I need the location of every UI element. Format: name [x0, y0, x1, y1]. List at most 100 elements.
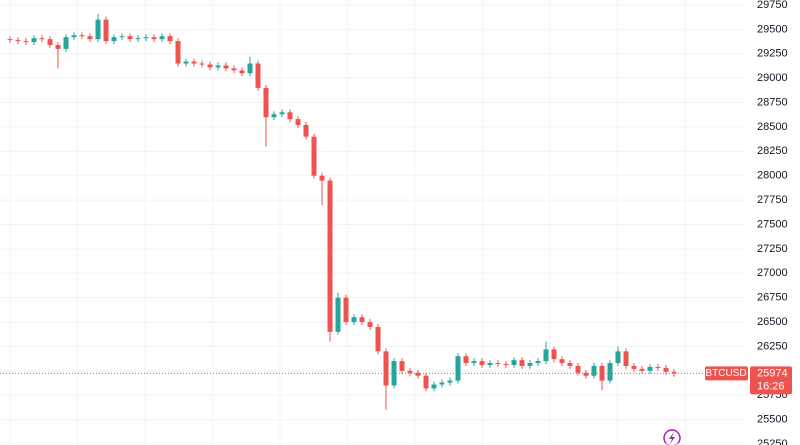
- y-tick-label: 26750: [757, 292, 788, 304]
- y-tick-label: 29500: [757, 23, 788, 35]
- y-tick-label: 25500: [757, 414, 788, 426]
- candle-body: [23, 41, 29, 43]
- candle-body: [455, 356, 461, 381]
- candle-body: [135, 38, 141, 40]
- y-tick-label: 27000: [757, 267, 788, 279]
- candle-body: [103, 19, 109, 42]
- time-label: 16:26: [757, 380, 785, 392]
- price-label: 25974: [757, 367, 788, 379]
- candle-body: [407, 370, 413, 373]
- candle-body: [647, 366, 653, 371]
- candle-body: [503, 364, 509, 366]
- candle-body: [319, 175, 325, 181]
- candle-body: [279, 112, 285, 115]
- price-box: [750, 366, 792, 395]
- candle-body: [47, 39, 53, 45]
- candle-body: [15, 40, 21, 42]
- candle-body: [463, 356, 469, 364]
- candle-body: [559, 359, 565, 364]
- candle-body: [527, 363, 533, 366]
- candle-body: [479, 361, 485, 365]
- y-tick-label: 27750: [757, 194, 788, 206]
- candle-body: [655, 366, 661, 368]
- candle-body: [151, 37, 157, 40]
- candle-body: [415, 372, 421, 376]
- candle-body: [183, 61, 189, 64]
- candle-body: [71, 35, 77, 38]
- candle-body: [623, 351, 629, 366]
- candle-body: [127, 36, 133, 40]
- candle-body: [159, 36, 165, 40]
- candle-body: [119, 36, 125, 38]
- candle-body: [215, 65, 221, 68]
- candle-body: [671, 371, 677, 374]
- candle-body: [311, 136, 317, 176]
- y-tick-label: 26250: [757, 340, 788, 352]
- candle-body: [359, 317, 365, 323]
- y-tick-label: 29000: [757, 72, 788, 84]
- candle-body: [543, 349, 549, 362]
- candle-body: [663, 367, 669, 372]
- candle-body: [295, 119, 301, 125]
- candle-body: [247, 63, 253, 74]
- y-tick-label: 27250: [757, 243, 788, 255]
- y-tick-label: 29750: [757, 0, 788, 11]
- candle-body: [567, 363, 573, 366]
- y-tick-label: 27500: [757, 218, 788, 230]
- candle-body: [231, 68, 237, 71]
- candle-body: [367, 322, 373, 327]
- candle-body: [615, 351, 621, 364]
- candle-body: [495, 363, 501, 365]
- candle-body: [583, 372, 589, 376]
- candle-body: [327, 180, 333, 332]
- candle-body: [391, 361, 397, 386]
- candle-body: [471, 361, 477, 364]
- candle-body: [607, 363, 613, 381]
- candle-body: [599, 365, 605, 381]
- candle-body: [199, 63, 205, 65]
- candle-body: [167, 36, 173, 42]
- candle-body: [55, 44, 61, 49]
- candle-body: [223, 65, 229, 69]
- candle-body: [191, 61, 197, 64]
- y-tick-label: 29250: [757, 48, 788, 60]
- candle-body: [335, 297, 341, 332]
- candle-body: [575, 365, 581, 373]
- candle-body: [631, 365, 637, 369]
- candle-body: [447, 380, 453, 383]
- candle-body: [263, 87, 269, 118]
- candle-body: [431, 384, 437, 389]
- candle-body: [399, 361, 405, 371]
- candle-body: [39, 38, 45, 40]
- candle-body: [423, 375, 429, 389]
- y-tick-label: 28500: [757, 121, 788, 133]
- y-tick-label: 25250: [757, 438, 788, 445]
- candle-body: [95, 19, 101, 40]
- candle-body: [255, 63, 261, 88]
- candle-body: [375, 326, 381, 352]
- y-tick-label: 28750: [757, 96, 788, 108]
- candle-body: [175, 41, 181, 64]
- candle-body: [511, 360, 517, 365]
- candle-body: [343, 297, 349, 323]
- symbol-box: [705, 366, 748, 381]
- candle-body: [207, 64, 213, 68]
- candle-body: [351, 317, 357, 323]
- candle-body: [143, 37, 149, 39]
- candle-body: [111, 37, 117, 42]
- candle-body: [31, 38, 37, 43]
- candle-body: [487, 363, 493, 365]
- candle-body: [287, 112, 293, 120]
- y-tick-label: 28250: [757, 145, 788, 157]
- candle-body: [303, 124, 309, 137]
- candle-body: [87, 36, 93, 40]
- candle-body: [551, 349, 557, 360]
- symbol-label: BTCUSD: [705, 368, 746, 379]
- candle-body: [271, 114, 277, 118]
- y-tick-label: 26500: [757, 316, 788, 328]
- candle-body: [535, 361, 541, 364]
- candle-body: [7, 39, 13, 41]
- candle-body: [383, 351, 389, 386]
- candle-body: [239, 70, 245, 74]
